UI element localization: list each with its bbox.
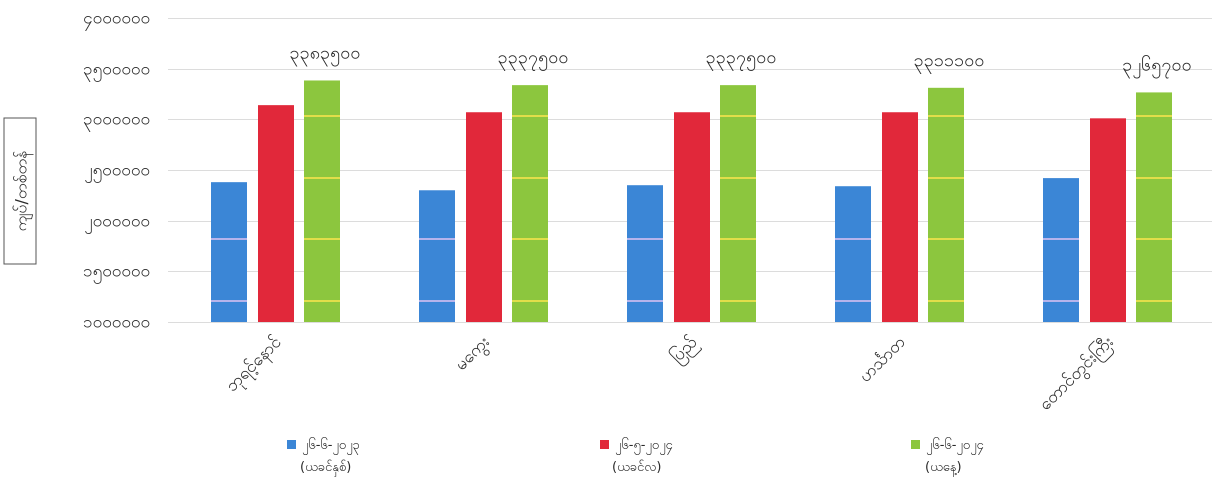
bar-scan-line	[835, 300, 871, 302]
data-labels: ၃၃၈၃၅၀၀ ၃၃၃၇၅၀၀ ၃၃၃၇၅၀၀ ၃၃၁၁၁၀၀ ၃၂၆၅၇၀၀	[289, 42, 1191, 78]
bar-scan-line	[512, 238, 548, 240]
bar-scan-line	[928, 115, 964, 117]
y-tick-label: ၂၀၀၀၀၀၀	[84, 212, 150, 235]
bar-series-2-group-3	[674, 112, 710, 323]
bar-scan-line	[1136, 177, 1172, 179]
bar-series-3-group-1	[304, 80, 340, 322]
bar-scan-line	[419, 238, 455, 240]
bar-scan-line	[512, 300, 548, 302]
bars	[211, 80, 1172, 323]
bar-series-1-group-5	[1043, 178, 1079, 322]
legend-swatch	[911, 440, 920, 449]
legend-swatch	[600, 440, 609, 449]
bar-scan-line	[928, 177, 964, 179]
bar-scan-line	[928, 300, 964, 302]
legend: ၂၆-၆-၂၀၂၃ (ယခင်နှစ်) ၂၆-၅-၂၀၂၄ (ယခင်လ) ၂…	[287, 437, 984, 477]
y-axis-title: ကျပ်/တစ်တန်	[12, 150, 34, 231]
legend-item: ၂၆-၆-၂၀၂၃ (ယခင်နှစ်)	[287, 437, 360, 477]
legend-swatch	[287, 440, 296, 449]
bar-series-3-group-5	[1136, 92, 1172, 323]
bar-series-2-group-4	[882, 112, 918, 323]
legend-label: ၂၆-၆-၂၀၂၄	[926, 437, 984, 455]
bar-scan-line	[627, 238, 663, 240]
bar-scan-line	[627, 300, 663, 302]
bar-series-1-group-3	[627, 185, 663, 322]
bar-scan-line	[720, 300, 756, 302]
bar-scan-line	[1043, 238, 1079, 240]
bar-scan-line	[304, 238, 340, 240]
y-tick-label: ၃၀၀၀၀၀၀	[83, 110, 150, 133]
bar-series-3-group-4	[928, 87, 964, 322]
bar-series-3-group-3	[720, 85, 756, 322]
data-label: ၃၂၆၅၇၀၀	[1122, 54, 1192, 78]
y-tick-label: ၁၀၀၀၀၀၀	[83, 313, 150, 333]
bar-scan-line	[720, 238, 756, 240]
bar-series-2-group-1	[258, 105, 294, 322]
data-label: ၃၃၈၃၅၀၀	[289, 42, 360, 66]
data-label: ၃၃၃၇၅၀၀	[498, 47, 569, 71]
bar-scan-line	[720, 115, 756, 117]
bar-scan-line	[1136, 238, 1172, 240]
y-axis-tick-labels: ၁၀၀၀၀၀၀ ၁၅၀၀၀၀၀ ၂၀၀၀၀၀၀ ၂၅၀၀၀၀၀ ၃၀၀၀၀၀၀ ၃၅၀၀၀…	[83, 9, 150, 333]
y-tick-label: ၁၅၀၀၀၀၀	[83, 262, 150, 285]
bar-scan-line	[720, 177, 756, 179]
legend-note: (ယခင်လ)	[612, 459, 661, 475]
y-tick-label: ၂၅၀၀၀၀၀	[84, 161, 150, 184]
legend-note: (ယခင်နှစ်)	[300, 459, 351, 477]
bar-scan-line	[835, 238, 871, 240]
bar-scan-line	[304, 115, 340, 117]
bar-scan-line	[211, 300, 247, 302]
legend-item: ၂၆-၅-၂၀၂၄ (ယခင်လ)	[600, 437, 673, 475]
y-tick-label: ၃၅၀၀၀၀၀	[83, 60, 150, 83]
bar-scan-line	[304, 177, 340, 179]
data-label: ၃၃၁၁၁၀၀	[914, 50, 985, 74]
bar-scan-line	[211, 238, 247, 240]
legend-label: ၂၆-၅-၂၀၂၄	[615, 437, 673, 455]
y-axis-title-border	[3, 117, 37, 265]
bar-series-1-group-2	[419, 190, 455, 322]
bar-series-1-group-4	[835, 186, 871, 322]
legend-label: ၂၆-၆-၂၀၂၃	[302, 437, 360, 455]
bar-scan-line	[512, 115, 548, 117]
bar-series-2-group-2	[466, 112, 502, 323]
bar-scan-line	[928, 238, 964, 240]
bar-scan-lines	[211, 115, 1172, 302]
bar-series-2-group-5	[1090, 118, 1126, 322]
bar-series-3-group-2	[512, 85, 548, 322]
bar-series-1-group-1	[211, 182, 247, 322]
legend-note: (ယနေ့)	[925, 460, 962, 477]
data-label: ၃၃၃၇၅၀၀	[706, 47, 777, 71]
bar-scan-line	[512, 177, 548, 179]
y-axis-title-box: ကျပ်/တစ်တန်	[3, 117, 37, 265]
bar-scan-line	[419, 300, 455, 302]
bar-scan-line	[1043, 300, 1079, 302]
y-tick-label: ၄၀၀၀၀၀၀	[83, 9, 150, 32]
bar-scan-line	[1136, 300, 1172, 302]
legend-item: ၂၆-၆-၂၀၂၄ (ယနေ့)	[911, 437, 984, 477]
bar-scan-line	[304, 300, 340, 302]
bar-scan-line	[1136, 115, 1172, 117]
